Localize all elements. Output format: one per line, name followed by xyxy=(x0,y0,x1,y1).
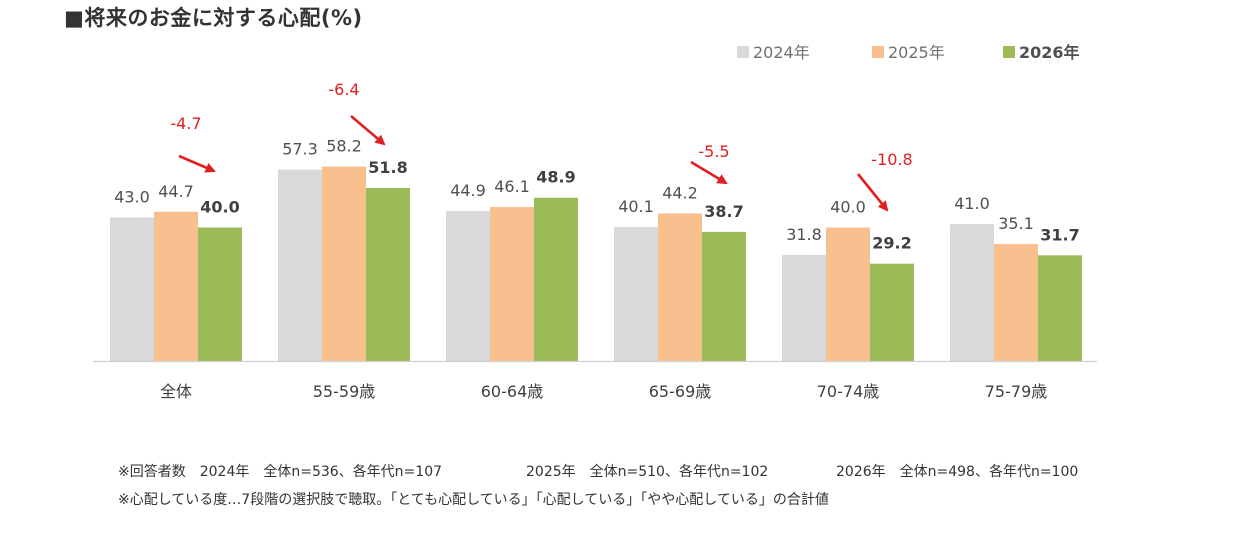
bar xyxy=(198,227,242,362)
bar xyxy=(826,227,870,362)
bar-value-label: 44.2 xyxy=(662,183,698,202)
bar-value-label: 31.7 xyxy=(1040,225,1079,244)
legend: 2024年 2025年 2026年 xyxy=(737,43,1080,62)
bar-value-label: 40.1 xyxy=(618,197,654,216)
bar xyxy=(154,211,198,362)
bar xyxy=(366,187,410,362)
legend-label: 2026年 xyxy=(1019,43,1080,62)
x-tick-labels: 全体 55-59歳 60-64歳 65-69歳 70-74歳 75-79歳 xyxy=(160,382,1047,401)
x-tick-label: 75-79歳 xyxy=(985,382,1048,401)
decline-label: -4.7 xyxy=(170,114,201,133)
bar-value-label: 40.0 xyxy=(200,198,239,217)
bar xyxy=(782,254,826,362)
bar xyxy=(322,166,366,362)
bar xyxy=(950,224,994,362)
decline-arrow xyxy=(856,173,889,212)
bar-value-label: 41.0 xyxy=(954,194,990,213)
bar-value-label: 48.9 xyxy=(536,168,575,187)
chart-title: ■将来のお金に対する心配(%) xyxy=(64,6,363,30)
bar xyxy=(534,197,578,362)
legend-label: 2025年 xyxy=(888,43,945,62)
x-tick-label: 55-59歳 xyxy=(313,382,376,401)
decline-arrow xyxy=(350,115,386,146)
decline-label: -10.8 xyxy=(871,150,912,169)
bar-value-label: 35.1 xyxy=(998,214,1034,233)
bar-value-label: 40.0 xyxy=(830,198,866,217)
legend-label: 2024年 xyxy=(753,43,810,62)
decline-label: -5.5 xyxy=(698,142,729,161)
x-tick-label: 65-69歳 xyxy=(649,382,712,401)
bar-value-label: 43.0 xyxy=(114,187,150,206)
bar-value-label: 46.1 xyxy=(494,177,530,196)
bar-value-label: 58.2 xyxy=(326,137,362,156)
footnote-method: ※心配している度…7段階の選択肢で聴取。「とても心配している」「心配している」「… xyxy=(118,492,829,508)
bar xyxy=(614,227,658,362)
bar xyxy=(490,207,534,362)
decline-arrow xyxy=(178,154,216,173)
legend-swatch xyxy=(872,46,884,58)
footnote-respondents-2024: ※回答者数 2024年 全体n=536、各年代n=107 xyxy=(118,464,443,480)
annotations: -4.7 -6.4 -5.5 -10.8 xyxy=(170,80,913,212)
bars xyxy=(110,166,1082,362)
bar xyxy=(658,213,702,362)
bar-value-label: 51.8 xyxy=(368,158,407,177)
bar xyxy=(110,217,154,362)
x-tick-label: 全体 xyxy=(160,382,192,401)
bar xyxy=(702,231,746,362)
bar xyxy=(446,211,490,362)
legend-swatch xyxy=(737,46,749,58)
bar-value-label: 44.9 xyxy=(450,181,486,200)
legend-swatch xyxy=(1003,46,1015,58)
decline-arrow xyxy=(690,160,728,185)
bar xyxy=(1038,255,1082,362)
footnote-respondents-2026: 2026年 全体n=498、各年代n=100 xyxy=(836,464,1079,480)
bar-value-label: 44.7 xyxy=(158,182,194,201)
x-tick-label: 60-64歳 xyxy=(481,382,544,401)
bar xyxy=(278,169,322,362)
x-tick-label: 70-74歳 xyxy=(817,382,880,401)
bar-value-label: 57.3 xyxy=(282,140,318,159)
bar-value-label: 29.2 xyxy=(872,234,911,253)
bar xyxy=(870,263,914,362)
bar xyxy=(994,243,1038,362)
value-labels: 43.0 44.7 40.0 57.3 58.2 51.8 44.9 46.1 48.9 40.1… xyxy=(114,137,1080,253)
bar-value-label: 38.7 xyxy=(704,202,743,221)
footnote-respondents-2025: 2025年 全体n=510、各年代n=102 xyxy=(526,464,769,480)
bar-value-label: 31.8 xyxy=(786,225,822,244)
decline-label: -6.4 xyxy=(328,80,359,99)
